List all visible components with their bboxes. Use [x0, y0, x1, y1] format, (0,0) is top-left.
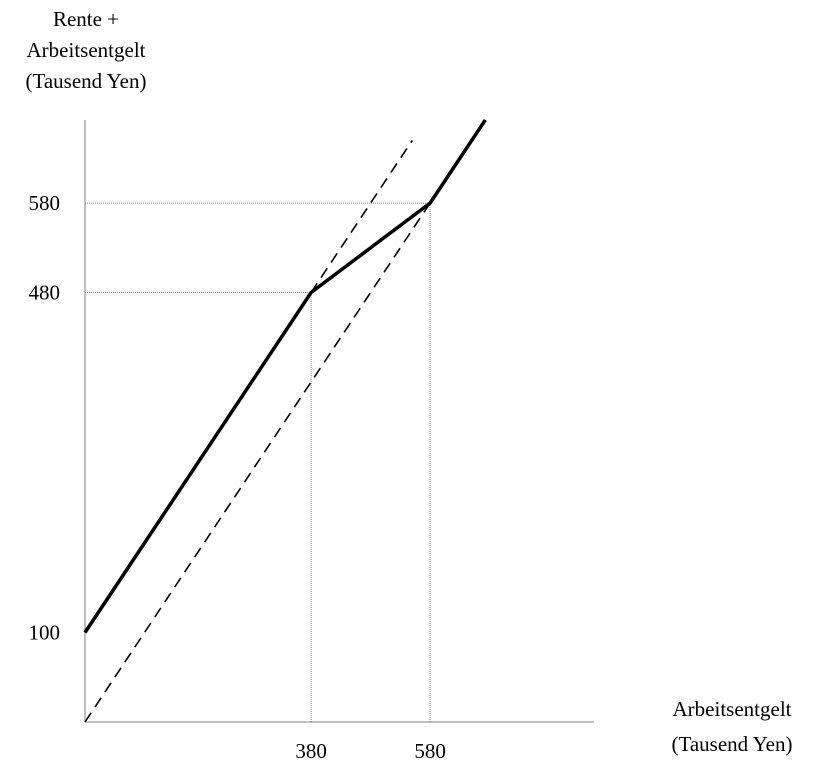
y-tick-label-480: 480: [29, 281, 61, 305]
y-axis-title-line-3: (Tausend Yen): [25, 69, 146, 93]
y-axis-title-line-2: Arbeitsentgelt: [27, 38, 146, 62]
x-tick-label-580: 580: [414, 739, 446, 763]
y-axis-title: Rente + Arbeitsentgelt (Tausend Yen): [25, 7, 146, 93]
guide-lines: [85, 202, 431, 722]
dashed-line-2: [84, 119, 486, 723]
x-axis-title-line-2: (Tausend Yen): [671, 732, 792, 756]
x-tick-labels: 380 580: [295, 739, 446, 763]
x-axis-title-line-1: Arbeitsentgelt: [673, 697, 792, 721]
y-tick-label-580: 580: [29, 191, 61, 215]
y-axis-title-line-1: Rente +: [53, 7, 119, 31]
solid-line-1: [83, 119, 487, 634]
y-tick-label-100: 100: [29, 621, 61, 645]
dashed-line-3: [310, 139, 413, 293]
x-tick-label-380: 380: [295, 739, 327, 763]
series-lines: [83, 119, 487, 723]
y-tick-labels: 100 480 580: [29, 191, 61, 644]
x-axis-title: Arbeitsentgelt (Tausend Yen): [671, 697, 792, 756]
